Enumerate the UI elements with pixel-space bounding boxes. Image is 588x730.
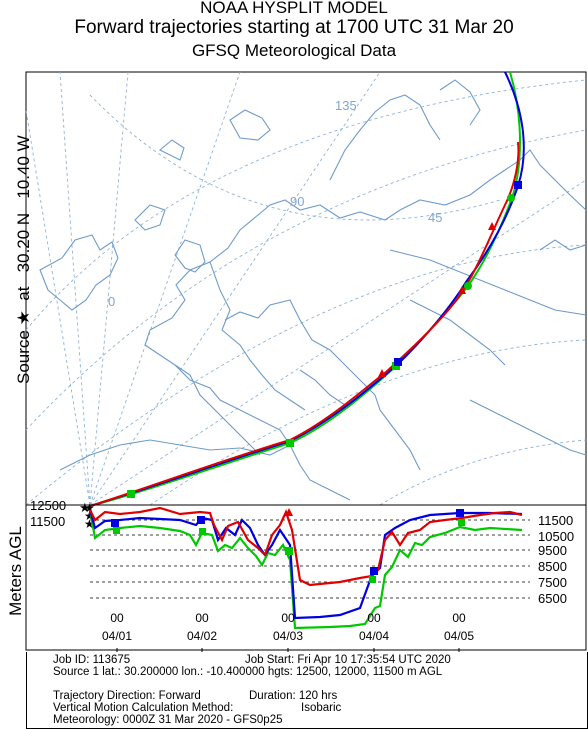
height-trajectory-red — [89, 506, 523, 587]
height-star-icon-1: ★ — [84, 501, 95, 515]
map-marker-green-5 — [507, 194, 515, 202]
height-right-labels: 11500 10500 9500 8500 7500 6500 — [538, 513, 574, 606]
map-marker-red-3 — [378, 369, 386, 377]
height-right-label-8500: 8500 — [538, 559, 567, 574]
graticule-label-90: 90 — [290, 194, 304, 209]
vertical-motion-label: Vertical Motion Calculation Method: — [53, 702, 234, 714]
hour-tick-5: 00 — [452, 611, 466, 625]
height-marker-green-4 — [369, 576, 376, 583]
hour-tick-1: 00 — [110, 611, 124, 625]
date-tick-3: 04/03 — [273, 629, 303, 643]
height-right-label-10500: 10500 — [538, 529, 574, 544]
time-axis-labels: 00 00 00 00 00 04/01 04/02 04/03 04/04 0… — [102, 611, 474, 643]
map-marker-blue-3 — [394, 358, 402, 366]
height-trajectories — [88, 506, 523, 630]
title-line-2: Forward trajectories starting at 1700 UT… — [74, 17, 514, 38]
title-line-3: GFSQ Meteorological Data — [191, 41, 397, 60]
height-gridlines — [90, 519, 530, 599]
height-markers — [111, 508, 465, 583]
map-marker-red-5 — [488, 222, 496, 230]
height-right-label-6500: 6500 — [538, 591, 567, 606]
height-star-icon-2: ★ — [84, 509, 95, 523]
height-marker-blue-5 — [456, 509, 464, 517]
job-info-box: Job ID: 113675 Job Start: Fri Apr 10 17:… — [26, 652, 588, 729]
coastlines — [39, 79, 587, 501]
height-marker-blue-4 — [370, 567, 378, 575]
height-marker-green-1 — [113, 527, 120, 534]
height-marker-green-5 — [458, 519, 465, 526]
height-panel-frame — [25, 504, 587, 651]
date-tick-4: 04/04 — [359, 629, 389, 643]
height-marker-green-3 — [285, 547, 293, 555]
height-right-label-9500: 9500 — [538, 543, 567, 558]
height-marker-green-2 — [199, 528, 206, 535]
source-info: Source 1 lat.: 30.200000 lon.: -10.40000… — [53, 666, 443, 678]
height-left-label-12500: 12500 — [30, 498, 66, 513]
meteorology: Meteorology: 0000Z 31 Mar 2020 - GFS0p25 — [53, 714, 283, 726]
height-star-icons: ★ ★ ★ — [84, 501, 95, 531]
graticule-labels: 135 90 45 0 — [108, 98, 442, 309]
height-marker-blue-2 — [197, 516, 205, 524]
graticule-label-0: 0 — [108, 294, 115, 309]
height-left-labels: 12500 11500 — [30, 498, 66, 529]
height-trajectory-blue — [88, 509, 523, 620]
date-tick-5: 04/05 — [444, 629, 474, 643]
height-marker-red-3 — [285, 508, 293, 516]
hour-tick-4: 00 — [367, 611, 381, 625]
hour-tick-3: 00 — [281, 611, 295, 625]
trajectory-direction: Trajectory Direction: Forward — [53, 690, 201, 702]
map-marker-green-4 — [464, 282, 472, 290]
date-tick-1: 04/01 — [102, 629, 132, 643]
job-id: Job ID: 113675 — [53, 654, 131, 666]
map-marker-green-1 — [127, 490, 135, 498]
map-marker-green-2 — [286, 439, 294, 447]
map-marker-red-4 — [458, 286, 466, 294]
height-marker-blue-1 — [111, 519, 119, 527]
map-source-star-icon: ★ — [79, 500, 91, 515]
height-trajectory-green — [88, 509, 523, 630]
date-tick-2: 04/02 — [187, 629, 217, 643]
duration: Duration: 120 hrs — [249, 690, 338, 702]
hour-tick-2: 00 — [195, 611, 209, 625]
height-left-label-11500: 11500 — [30, 514, 65, 529]
time-axis-ticks — [116, 648, 460, 652]
vertical-motion-value: Isobaric — [301, 702, 342, 714]
height-right-label-11500: 11500 — [538, 513, 573, 528]
map-marker-blue-5 — [514, 181, 522, 189]
graticule-label-45: 45 — [428, 210, 442, 225]
title-line-1: NOAA HYSPLIT MODEL — [200, 0, 388, 17]
map-markers — [127, 181, 522, 498]
job-start: Job Start: Fri Apr 10 17:35:54 UTC 2020 — [245, 654, 451, 666]
height-right-label-7500: 7500 — [538, 575, 567, 590]
graticule-label-135: 135 — [335, 98, 357, 113]
height-star-icon-3: ★ — [84, 517, 95, 531]
